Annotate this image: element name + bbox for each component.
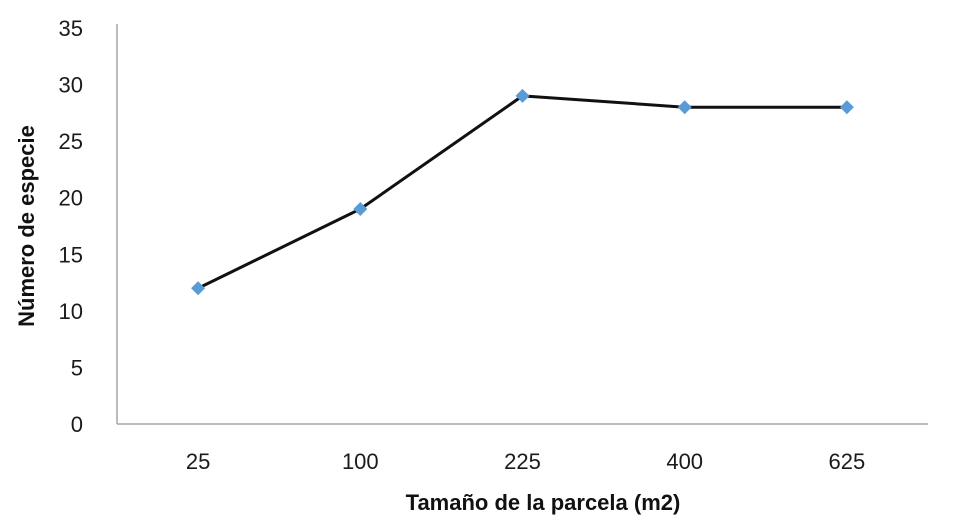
data-point [677,100,692,115]
data-point [353,202,368,217]
y-tick-label: 10 [59,299,83,324]
axes [116,24,928,425]
x-tick-label: 225 [504,449,541,474]
y-axis-title: Número de especie [14,125,39,327]
x-tick-label: 400 [666,449,703,474]
y-tick-label: 20 [59,186,83,211]
y-tick-label: 30 [59,73,83,98]
y-tick-label: 35 [59,16,83,41]
x-tick-labels: 25 100 225 400 625 [186,449,865,474]
data-point [191,281,206,296]
x-tick-label: 625 [829,449,866,474]
x-tick-label: 25 [186,449,210,474]
y-tick-label: 15 [59,242,83,267]
series-line [197,94,847,290]
series-layer [191,88,854,296]
x-axis-title: Tamaño de la parcela (m2) [406,490,681,515]
data-point [839,100,854,115]
y-tick-label: 0 [71,412,83,437]
y-tick-labels: 0 5 10 15 20 25 30 35 [59,16,83,437]
y-tick-label: 25 [59,129,83,154]
x-tick-label: 100 [342,449,379,474]
data-point [515,88,530,103]
y-tick-label: 5 [71,355,83,380]
